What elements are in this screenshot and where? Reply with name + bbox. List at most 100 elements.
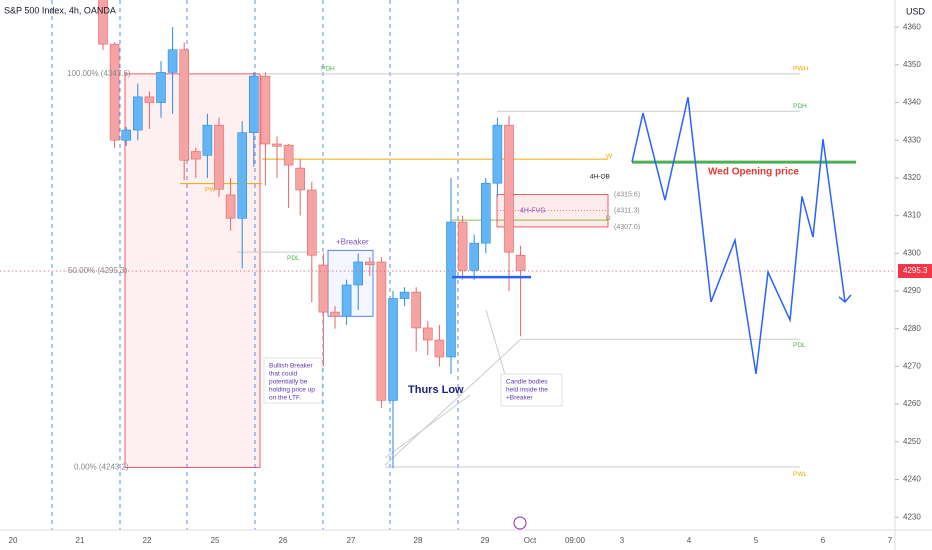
x-tick-label: 26 [279, 536, 288, 545]
y-tick-label: 4320 [903, 173, 921, 182]
last-price-tag [898, 264, 932, 279]
projection-path [631, 97, 846, 375]
y-tick-label: 4230 [903, 512, 921, 521]
candle-body [457, 221, 468, 271]
y-tick-label: 4360 [903, 22, 921, 31]
last-price-label: 4295.3 [903, 266, 928, 275]
ob-label: 4H-OB [590, 174, 610, 181]
x-tick-label: 09:00 [565, 536, 586, 545]
level-label: W [606, 153, 613, 160]
candle-body [283, 144, 294, 166]
note-box [263, 357, 323, 404]
y-tick-label: 4280 [903, 324, 921, 333]
candle-body [156, 72, 166, 103]
y-tick-label: 4330 [903, 135, 921, 144]
breaker-note: that could [269, 371, 298, 378]
candle-body [144, 96, 155, 103]
candle-body [469, 242, 480, 271]
candle-body [330, 311, 340, 317]
candle-body [353, 261, 364, 286]
candle-body [121, 129, 131, 141]
candle-body [376, 261, 387, 401]
candle-body [446, 221, 456, 358]
candle-body [98, 0, 108, 45]
candle-note: +Breaker [506, 395, 533, 402]
candle-body [249, 75, 259, 133]
candle-body [272, 143, 282, 147]
fvg-label: 4H-FVG [520, 208, 546, 215]
candle-body [399, 291, 410, 299]
candle-body [411, 291, 422, 329]
candle-body [167, 49, 178, 73]
candle-body [388, 298, 398, 401]
wed-open-label: Wed Opening price [708, 167, 799, 178]
breaker-note: Bullish Breaker [269, 363, 314, 370]
x-tick-label: 20 [9, 536, 18, 545]
level-label: PWL [793, 471, 807, 478]
thurs-low-label: Thurs Low [408, 384, 464, 396]
plot: PDH PWH PDH W PW PDL D PDL PWL 4H-FVG (4315.6) (431… [0, 0, 895, 478]
breaker-note: holding price up [269, 387, 315, 394]
candle-body [504, 124, 514, 253]
candle-body [109, 43, 120, 141]
fvg-value-label: (4311.3) [614, 208, 640, 215]
x-tick-label: 22 [143, 536, 152, 545]
y-tick-label: 4310 [903, 211, 921, 220]
candle-body [492, 124, 503, 184]
candle-body [191, 151, 201, 160]
candle-body [295, 167, 306, 191]
fib-label: 0.00% (4243.2) [74, 463, 129, 472]
candle-body [237, 132, 247, 219]
level-label: PDL [287, 255, 300, 262]
x-tick-label: 3 [620, 536, 625, 545]
x-tick-label: 28 [414, 536, 423, 545]
x-tick-label: 6 [821, 536, 826, 545]
level-label: PWH [793, 66, 808, 73]
level-label: D [606, 215, 611, 222]
fib-label: 100.00% (4347.6) [67, 69, 131, 78]
event-icon [513, 516, 527, 530]
trend-lines [384, 309, 521, 466]
x-tick-label: 25 [211, 536, 220, 545]
level-label: PDH [793, 103, 807, 110]
fib-label: 50.00% (4295.3) [68, 266, 127, 275]
x-tick-label: 7 [888, 536, 893, 545]
candle-body [133, 96, 143, 131]
y-tick-label: 4350 [903, 60, 921, 69]
candle-body [422, 327, 433, 341]
candle-body [480, 182, 491, 244]
y-tick-label: 4270 [903, 362, 921, 371]
candle-body [260, 75, 271, 145]
y-tick-label: 4260 [903, 399, 921, 408]
candle-body [214, 124, 224, 190]
candle-body [179, 49, 189, 161]
y-tick-label: 4300 [903, 248, 921, 257]
candle-body [202, 124, 213, 156]
y-tick-label: 4240 [903, 475, 921, 484]
candle-body [341, 284, 352, 317]
candle-body [225, 194, 236, 219]
projection-arrow [838, 294, 852, 303]
breaker-label: +Breaker [336, 237, 369, 246]
currency: USD [906, 6, 926, 16]
fvg-value-label: (4315.6) [614, 191, 640, 198]
x-tick-label: 29 [481, 536, 490, 545]
level-label: PDH [321, 66, 335, 73]
fvg-value-label: (4307.0) [614, 224, 640, 231]
level-label: PW [205, 186, 216, 193]
y-tick-label: 4290 [903, 286, 921, 295]
breaker-note: on the LTF. [269, 395, 301, 402]
x-tick-label: Oct [524, 536, 537, 545]
candle-body [364, 261, 375, 265]
note-box [500, 373, 563, 407]
candle-body [434, 339, 445, 358]
y-tick-label: 4340 [903, 98, 921, 107]
breaker-note: potentially be [269, 379, 308, 386]
candle-note: Candle bodies [506, 379, 548, 386]
candle-body [515, 254, 526, 271]
y-tick-label: 4250 [903, 437, 921, 446]
candle-body [318, 264, 329, 313]
x-tick-label: 4 [687, 536, 692, 545]
